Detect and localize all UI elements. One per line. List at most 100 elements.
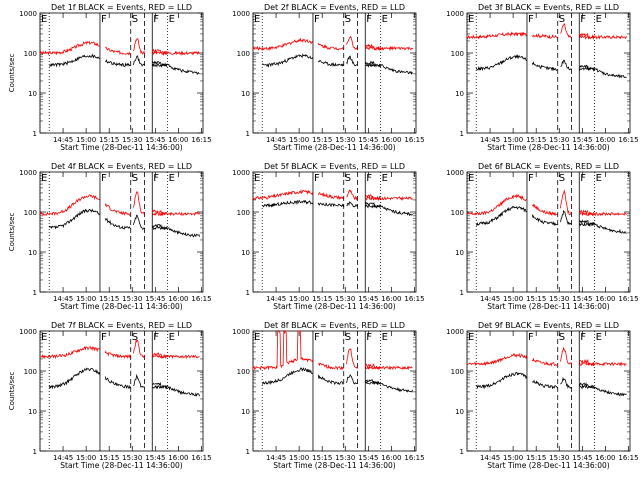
x-tick-label: 14:45	[480, 454, 500, 462]
series-line-red-lld	[39, 37, 200, 56]
y-tick-label: 1	[33, 130, 37, 138]
y-axis-label: Counts/sec	[8, 213, 16, 252]
marker-label: S	[132, 14, 138, 25]
marker-label: E	[254, 332, 260, 343]
detector-panel-5: Det 5f BLACK = Events, RED = LLD 1 10 100 10…	[232, 162, 424, 311]
marker-label: S	[132, 173, 138, 184]
marker-label: S	[559, 173, 565, 184]
x-tick-label: 16:00	[168, 454, 188, 462]
plot-frame	[252, 12, 417, 134]
x-tick-label: 15:00	[503, 295, 523, 303]
y-tick-label: 100	[237, 368, 250, 376]
series-line-black-events	[261, 367, 413, 393]
x-axis-label: Start Time (28-Dec-11 14:36:00)	[60, 143, 182, 152]
x-tick-label: 16:15	[618, 136, 638, 144]
x-tick-label: 16:15	[404, 454, 424, 462]
x-tick-label: 14:45	[53, 295, 73, 303]
series-line-black-events	[262, 199, 413, 217]
y-tick-label: 100	[24, 209, 37, 217]
x-axis-label: Start Time (28-Dec-11 14:36:00)	[60, 302, 182, 311]
x-tick-label: 14:45	[53, 454, 73, 462]
y-tick-label: 1	[246, 130, 250, 138]
x-tick-label: 15:30	[549, 136, 569, 144]
x-tick-label: 15:45	[145, 454, 165, 462]
y-tick-label: 1000	[232, 328, 250, 336]
x-tick-label: 16:15	[618, 295, 638, 303]
marker-label: E	[169, 173, 175, 184]
panel-title: Det 9f BLACK = Events, RED = LLD	[478, 321, 619, 330]
marker-label: F	[528, 173, 534, 184]
y-axis-label: Counts/sec	[8, 372, 16, 411]
y-tick-label: 1000	[446, 328, 464, 336]
marker-label: F	[101, 332, 107, 343]
detector-panel-4: Det 4f BLACK = Events, RED = LLD 1 10 100 10…	[8, 162, 212, 311]
series-line-red-lld	[39, 191, 200, 217]
x-tick-label: 15:45	[358, 295, 378, 303]
series-line-red-lld	[39, 339, 200, 360]
x-tick-label: 15:00	[76, 454, 96, 462]
panel-title: Det 5f BLACK = Events, RED = LLD	[264, 162, 405, 171]
x-tick-label: 15:30	[549, 295, 569, 303]
panel-title: Det 6f BLACK = Events, RED = LLD	[478, 162, 619, 171]
x-tick-label: 16:00	[381, 136, 401, 144]
y-tick-label: 100	[451, 50, 464, 58]
x-axis-label: Start Time (28-Dec-11 14:36:00)	[487, 461, 609, 470]
x-axis-label: Start Time (28-Dec-11 14:36:00)	[487, 302, 609, 311]
y-tick-label: 1000	[446, 169, 464, 177]
x-tick-label: 14:45	[480, 136, 500, 144]
marker-label: F	[366, 14, 372, 25]
marker-label: S	[559, 332, 565, 343]
x-tick-label: 16:00	[381, 454, 401, 462]
marker-label: F	[580, 332, 586, 343]
marker-label: F	[153, 14, 159, 25]
x-tick-label: 16:15	[191, 454, 211, 462]
marker-label: E	[382, 14, 388, 25]
x-tick-label: 15:45	[145, 295, 165, 303]
marker-label: E	[169, 332, 175, 343]
panel-title: Det 1f BLACK = Events, RED = LLD	[51, 3, 192, 12]
marker-label: S	[132, 332, 138, 343]
marker-label: F	[580, 14, 586, 25]
marker-label: F	[153, 173, 159, 184]
x-axis-label: Start Time (28-Dec-11 14:36:00)	[273, 461, 395, 470]
marker-label: F	[101, 173, 107, 184]
marker-label: F	[314, 173, 320, 184]
y-tick-label: 1	[33, 289, 37, 297]
y-tick-label: 100	[237, 209, 250, 217]
x-tick-label: 15:15	[312, 136, 332, 144]
series-line-black-events	[48, 367, 200, 397]
marker-label: F	[366, 332, 372, 343]
x-axis-label: Start Time (28-Dec-11 14:36:00)	[273, 143, 395, 152]
y-tick-label: 100	[24, 368, 37, 376]
x-tick-label: 16:15	[404, 295, 424, 303]
marker-label: E	[382, 173, 388, 184]
x-tick-label: 15:30	[122, 136, 142, 144]
detector-panel-7: Det 7f BLACK = Events, RED = LLD 1 10 100 10…	[8, 321, 212, 470]
panel-title: Det 8f BLACK = Events, RED = LLD	[264, 321, 405, 330]
marker-label: E	[596, 173, 602, 184]
y-tick-label: 10	[241, 408, 250, 416]
y-tick-label: 100	[24, 50, 37, 58]
x-tick-label: 15:30	[335, 295, 355, 303]
plot-frame	[39, 12, 204, 134]
y-tick-label: 1	[246, 448, 250, 456]
y-tick-label: 100	[451, 368, 464, 376]
detector-panel-2: Det 2f BLACK = Events, RED = LLD 1 10 100 10…	[232, 3, 424, 152]
x-tick-label: 15:00	[503, 136, 523, 144]
y-tick-label: 100	[237, 50, 250, 58]
y-tick-label: 10	[28, 249, 37, 257]
series-line-black-events	[262, 53, 413, 75]
x-tick-label: 15:15	[99, 454, 119, 462]
x-tick-label: 15:15	[526, 454, 546, 462]
x-tick-label: 15:45	[572, 136, 592, 144]
x-tick-label: 15:15	[312, 454, 332, 462]
plot-frame	[252, 171, 417, 293]
x-tick-label: 15:45	[358, 454, 378, 462]
x-tick-label: 15:00	[503, 454, 523, 462]
x-tick-label: 15:15	[99, 295, 119, 303]
marker-label: E	[382, 332, 388, 343]
series-line-red-lld	[466, 189, 627, 217]
x-tick-label: 15:00	[76, 295, 96, 303]
series-line-black-events	[475, 54, 627, 79]
